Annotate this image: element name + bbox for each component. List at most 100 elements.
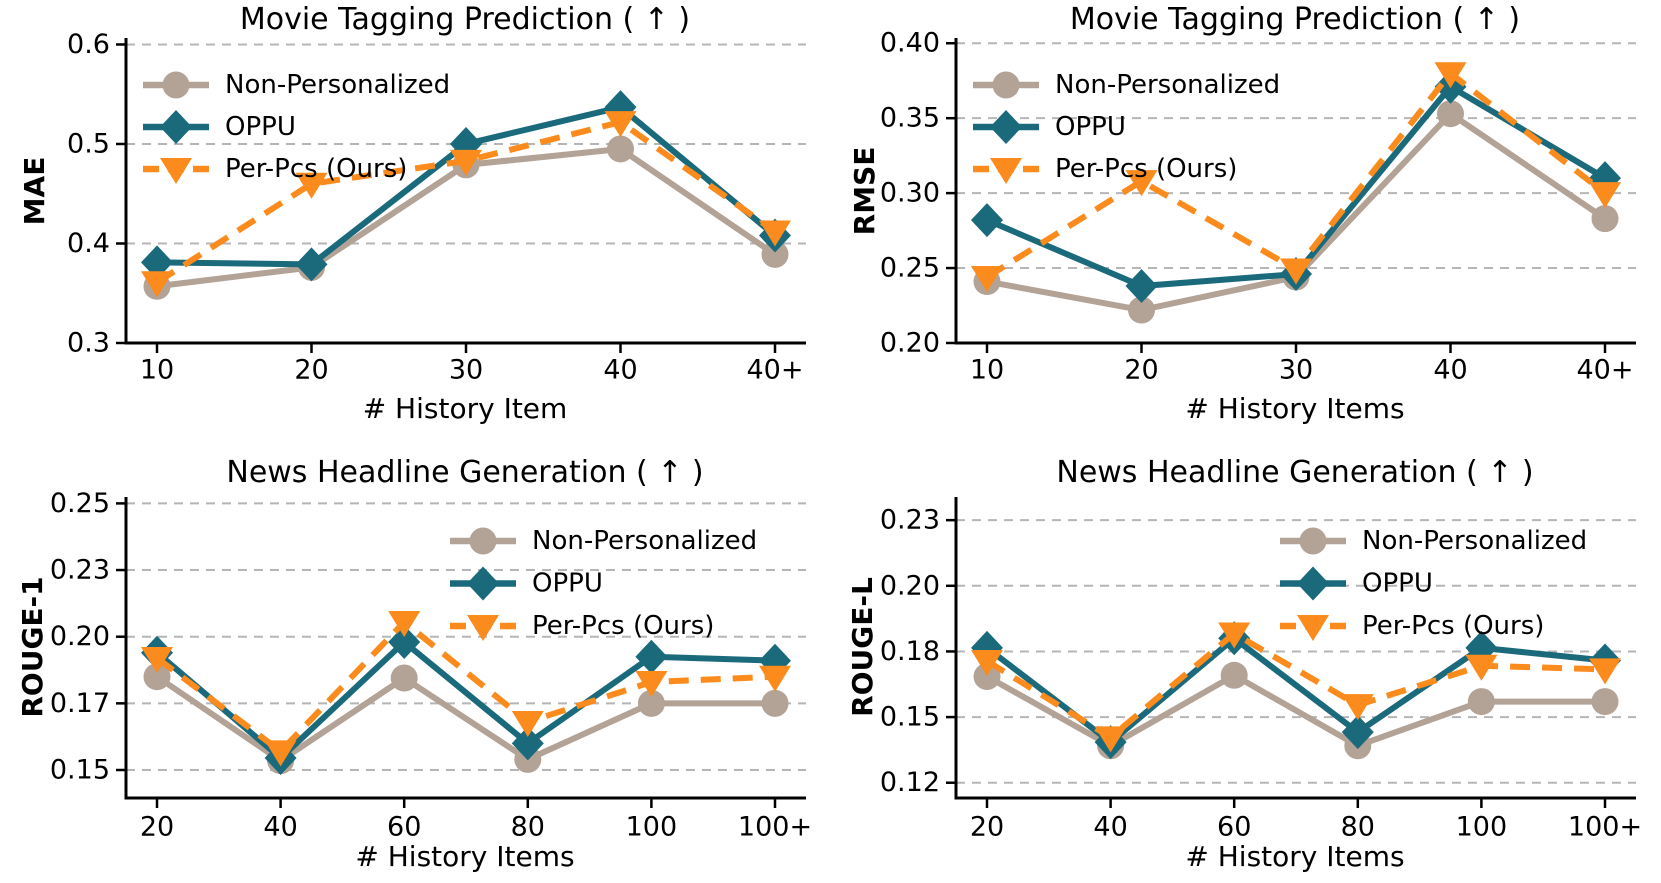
diamond-marker	[1297, 566, 1329, 601]
chart-title: News Headline Generation ( ↑ )	[226, 455, 704, 490]
circle-marker	[390, 664, 418, 692]
diamond-marker	[1341, 715, 1374, 750]
circle-marker	[1467, 688, 1495, 716]
news-rougel-plot: 0.12 0.15 0.18 0.20 0.23 20 40 60 80 100 100+ Non-P…	[880, 497, 1642, 843]
legend-label: Non-Personalized	[1055, 70, 1280, 100]
x-tick-label: 20	[1124, 355, 1158, 386]
x-tick-label: 20	[970, 812, 1004, 843]
triangle-down-marker	[295, 172, 328, 199]
y-axis-label: ROUGE-1	[16, 576, 49, 718]
x-tick-label: 30	[1279, 355, 1313, 386]
circle-marker	[1437, 100, 1464, 128]
triangle-down-marker	[971, 266, 1003, 293]
triangle-down-marker	[990, 158, 1022, 184]
triangle-down-marker	[604, 111, 637, 138]
movie-rmse-plot: 0.20 0.25 0.30 0.35 0.40 10 20 30 40 40+ Non-Perso…	[880, 28, 1636, 386]
diamond-marker	[467, 566, 499, 601]
triangle-down-marker	[1434, 62, 1467, 89]
x-tick-label: 30	[449, 355, 483, 386]
x-tick-label: 10	[140, 355, 174, 386]
triangle-down-marker	[635, 671, 668, 698]
x-tick-label: 100	[626, 812, 678, 843]
series-line-non-personalized	[985, 672, 1605, 749]
y-tick-label: 0.35	[880, 103, 940, 134]
x-tick-label: 40	[1093, 812, 1127, 843]
diamond-marker	[295, 247, 328, 282]
panel-news-headline-rougel: 0.12 0.15 0.18 0.20 0.23 20 40 60 80 100 100+ Non-P…	[830, 441, 1661, 883]
x-axis-label: # History Items	[355, 840, 575, 873]
circle-marker	[973, 663, 1001, 691]
diamond-marker	[1125, 269, 1158, 304]
x-tick-label: 60	[387, 812, 421, 843]
y-tick-label: 0.25	[50, 488, 110, 519]
news-rouge1-plot: 0.15 0.17 0.20 0.23 0.25 20 40 60 80 100 100+ Non-P…	[50, 488, 812, 843]
diamond-marker	[141, 245, 173, 280]
legend-label: Per-Pcs (Ours)	[225, 154, 407, 184]
y-tick-label: 0.3	[67, 328, 110, 359]
y-tick-label: 0.40	[880, 28, 940, 59]
circle-marker	[637, 689, 665, 717]
x-tick-label: 60	[1217, 812, 1251, 843]
x-tick-label: 40	[603, 355, 637, 386]
panel-news-headline-rouge1: 0.15 0.17 0.20 0.23 0.25 20 40 60 80 100 100+ Non-P…	[0, 441, 830, 883]
x-tick-label: 20	[294, 355, 328, 386]
x-tick-label: 100	[1456, 812, 1508, 843]
y-tick-label: 0.6	[67, 29, 110, 60]
circle-marker	[1128, 296, 1155, 324]
panel-movie-tagging-rmse: 0.20 0.25 0.30 0.35 0.40 10 20 30 40 40+ Non-Perso…	[830, 0, 1661, 441]
triangle-down-marker	[1125, 170, 1158, 197]
y-tick-label: 0.12	[880, 767, 940, 798]
y-tick-label: 0.15	[50, 755, 110, 786]
triangle-down-marker	[1297, 615, 1329, 641]
triangle-down-marker	[450, 149, 482, 176]
triangle-down-marker	[971, 649, 1003, 676]
y-tick-label: 0.20	[50, 621, 110, 652]
chart-title: News Headline Generation ( ↑ )	[1056, 455, 1534, 490]
legend-label: Per-Pcs (Ours)	[1362, 611, 1544, 641]
legend-label: Non-Personalized	[225, 70, 450, 100]
triangle-down-marker	[511, 711, 544, 738]
circle-marker	[761, 689, 789, 717]
diamond-marker	[388, 625, 421, 660]
diamond-marker	[160, 110, 192, 144]
y-tick-label: 0.5	[67, 128, 110, 159]
x-tick-label: 20	[140, 812, 174, 843]
triangle-down-marker	[141, 647, 173, 674]
triangle-down-marker	[1589, 658, 1621, 685]
x-axis-label: # History Items	[1185, 840, 1405, 873]
x-tick-label: 40+	[1577, 355, 1634, 386]
diamond-marker	[511, 726, 544, 761]
circle-marker	[162, 71, 190, 99]
legend-label: Non-Personalized	[532, 526, 757, 556]
triangle-down-marker	[160, 158, 192, 184]
y-tick-label: 0.20	[880, 570, 940, 601]
y-tick-label: 0.20	[880, 328, 940, 359]
circle-marker	[1299, 527, 1327, 555]
triangle-down-marker	[1589, 182, 1621, 209]
y-axis-label: MAE	[18, 156, 51, 226]
y-tick-label: 0.15	[880, 702, 940, 733]
x-axis-label: # History Item	[362, 392, 568, 425]
x-tick-label: 80	[511, 812, 545, 843]
y-axis-label: ROUGE-L	[846, 577, 879, 717]
legend-label: OPPU	[225, 112, 296, 142]
x-tick-label: 10	[970, 355, 1004, 386]
triangle-down-marker	[1465, 654, 1498, 681]
panel-movie-tagging-mae: 0.3 0.4 0.5 0.6 10 20 30 40 40+ Non-Personalized O…	[0, 0, 830, 441]
triangle-down-marker	[759, 665, 791, 692]
circle-marker	[992, 71, 1020, 99]
legend-label: Per-Pcs (Ours)	[532, 611, 714, 641]
y-tick-label: 0.25	[880, 253, 940, 284]
circle-marker	[607, 135, 634, 163]
triangle-down-marker	[759, 220, 791, 247]
legend-label: OPPU	[1055, 112, 1126, 142]
series-line-oppu	[985, 635, 1606, 746]
triangle-down-marker	[1218, 622, 1251, 649]
legend-label: OPPU	[532, 569, 603, 599]
circle-marker	[1591, 205, 1619, 233]
legend-label: Non-Personalized	[1362, 526, 1587, 556]
diamond-marker	[990, 110, 1022, 144]
triangle-down-marker	[264, 740, 297, 767]
chart-title: Movie Tagging Prediction ( ↑ )	[239, 2, 691, 37]
movie-mae-plot: 0.3 0.4 0.5 0.6 10 20 30 40 40+ Non-Personalized O…	[67, 29, 806, 386]
